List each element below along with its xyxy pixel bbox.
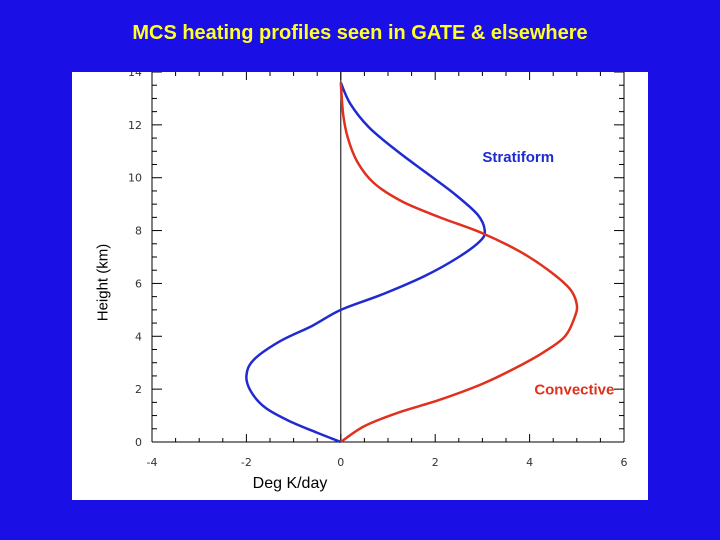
x-tick-label: 2 bbox=[432, 456, 439, 469]
convective-profile-line bbox=[339, 82, 579, 444]
y-tick-label: 8 bbox=[135, 225, 142, 238]
x-tick-label: -4 bbox=[147, 456, 158, 469]
y-tick-label: 2 bbox=[135, 383, 142, 396]
y-tick-label: 12 bbox=[128, 119, 142, 132]
x-tick-label: 4 bbox=[526, 456, 533, 469]
x-tick-label: 0 bbox=[337, 456, 344, 469]
slide-title: MCS heating profiles seen in GATE & else… bbox=[132, 22, 588, 44]
x-tick-label: 6 bbox=[621, 456, 628, 469]
y-tick-label: 14 bbox=[128, 72, 142, 79]
x-axis-label: Deg K/day bbox=[252, 475, 328, 492]
convective-label: Convective bbox=[534, 381, 614, 398]
y-axis-label: Height (km) bbox=[94, 243, 112, 321]
x-tick-label: -2 bbox=[241, 456, 252, 469]
y-tick-label: 10 bbox=[128, 172, 142, 185]
y-tick-label: 6 bbox=[135, 277, 142, 290]
stratiform-label: Stratiform bbox=[482, 149, 554, 166]
plot-panel: -4 -2 0 2 4 6 0 2 4 6 8 10 12 14 Stratiform Convective … bbox=[72, 72, 648, 500]
heating-profile-chart: -4 -2 0 2 4 6 0 2 4 6 8 10 12 14 Stratiform Convective bbox=[128, 72, 628, 469]
y-tick-label: 0 bbox=[135, 436, 142, 449]
stratiform-profile-line bbox=[245, 82, 487, 444]
y-tick-label: 4 bbox=[135, 330, 142, 343]
